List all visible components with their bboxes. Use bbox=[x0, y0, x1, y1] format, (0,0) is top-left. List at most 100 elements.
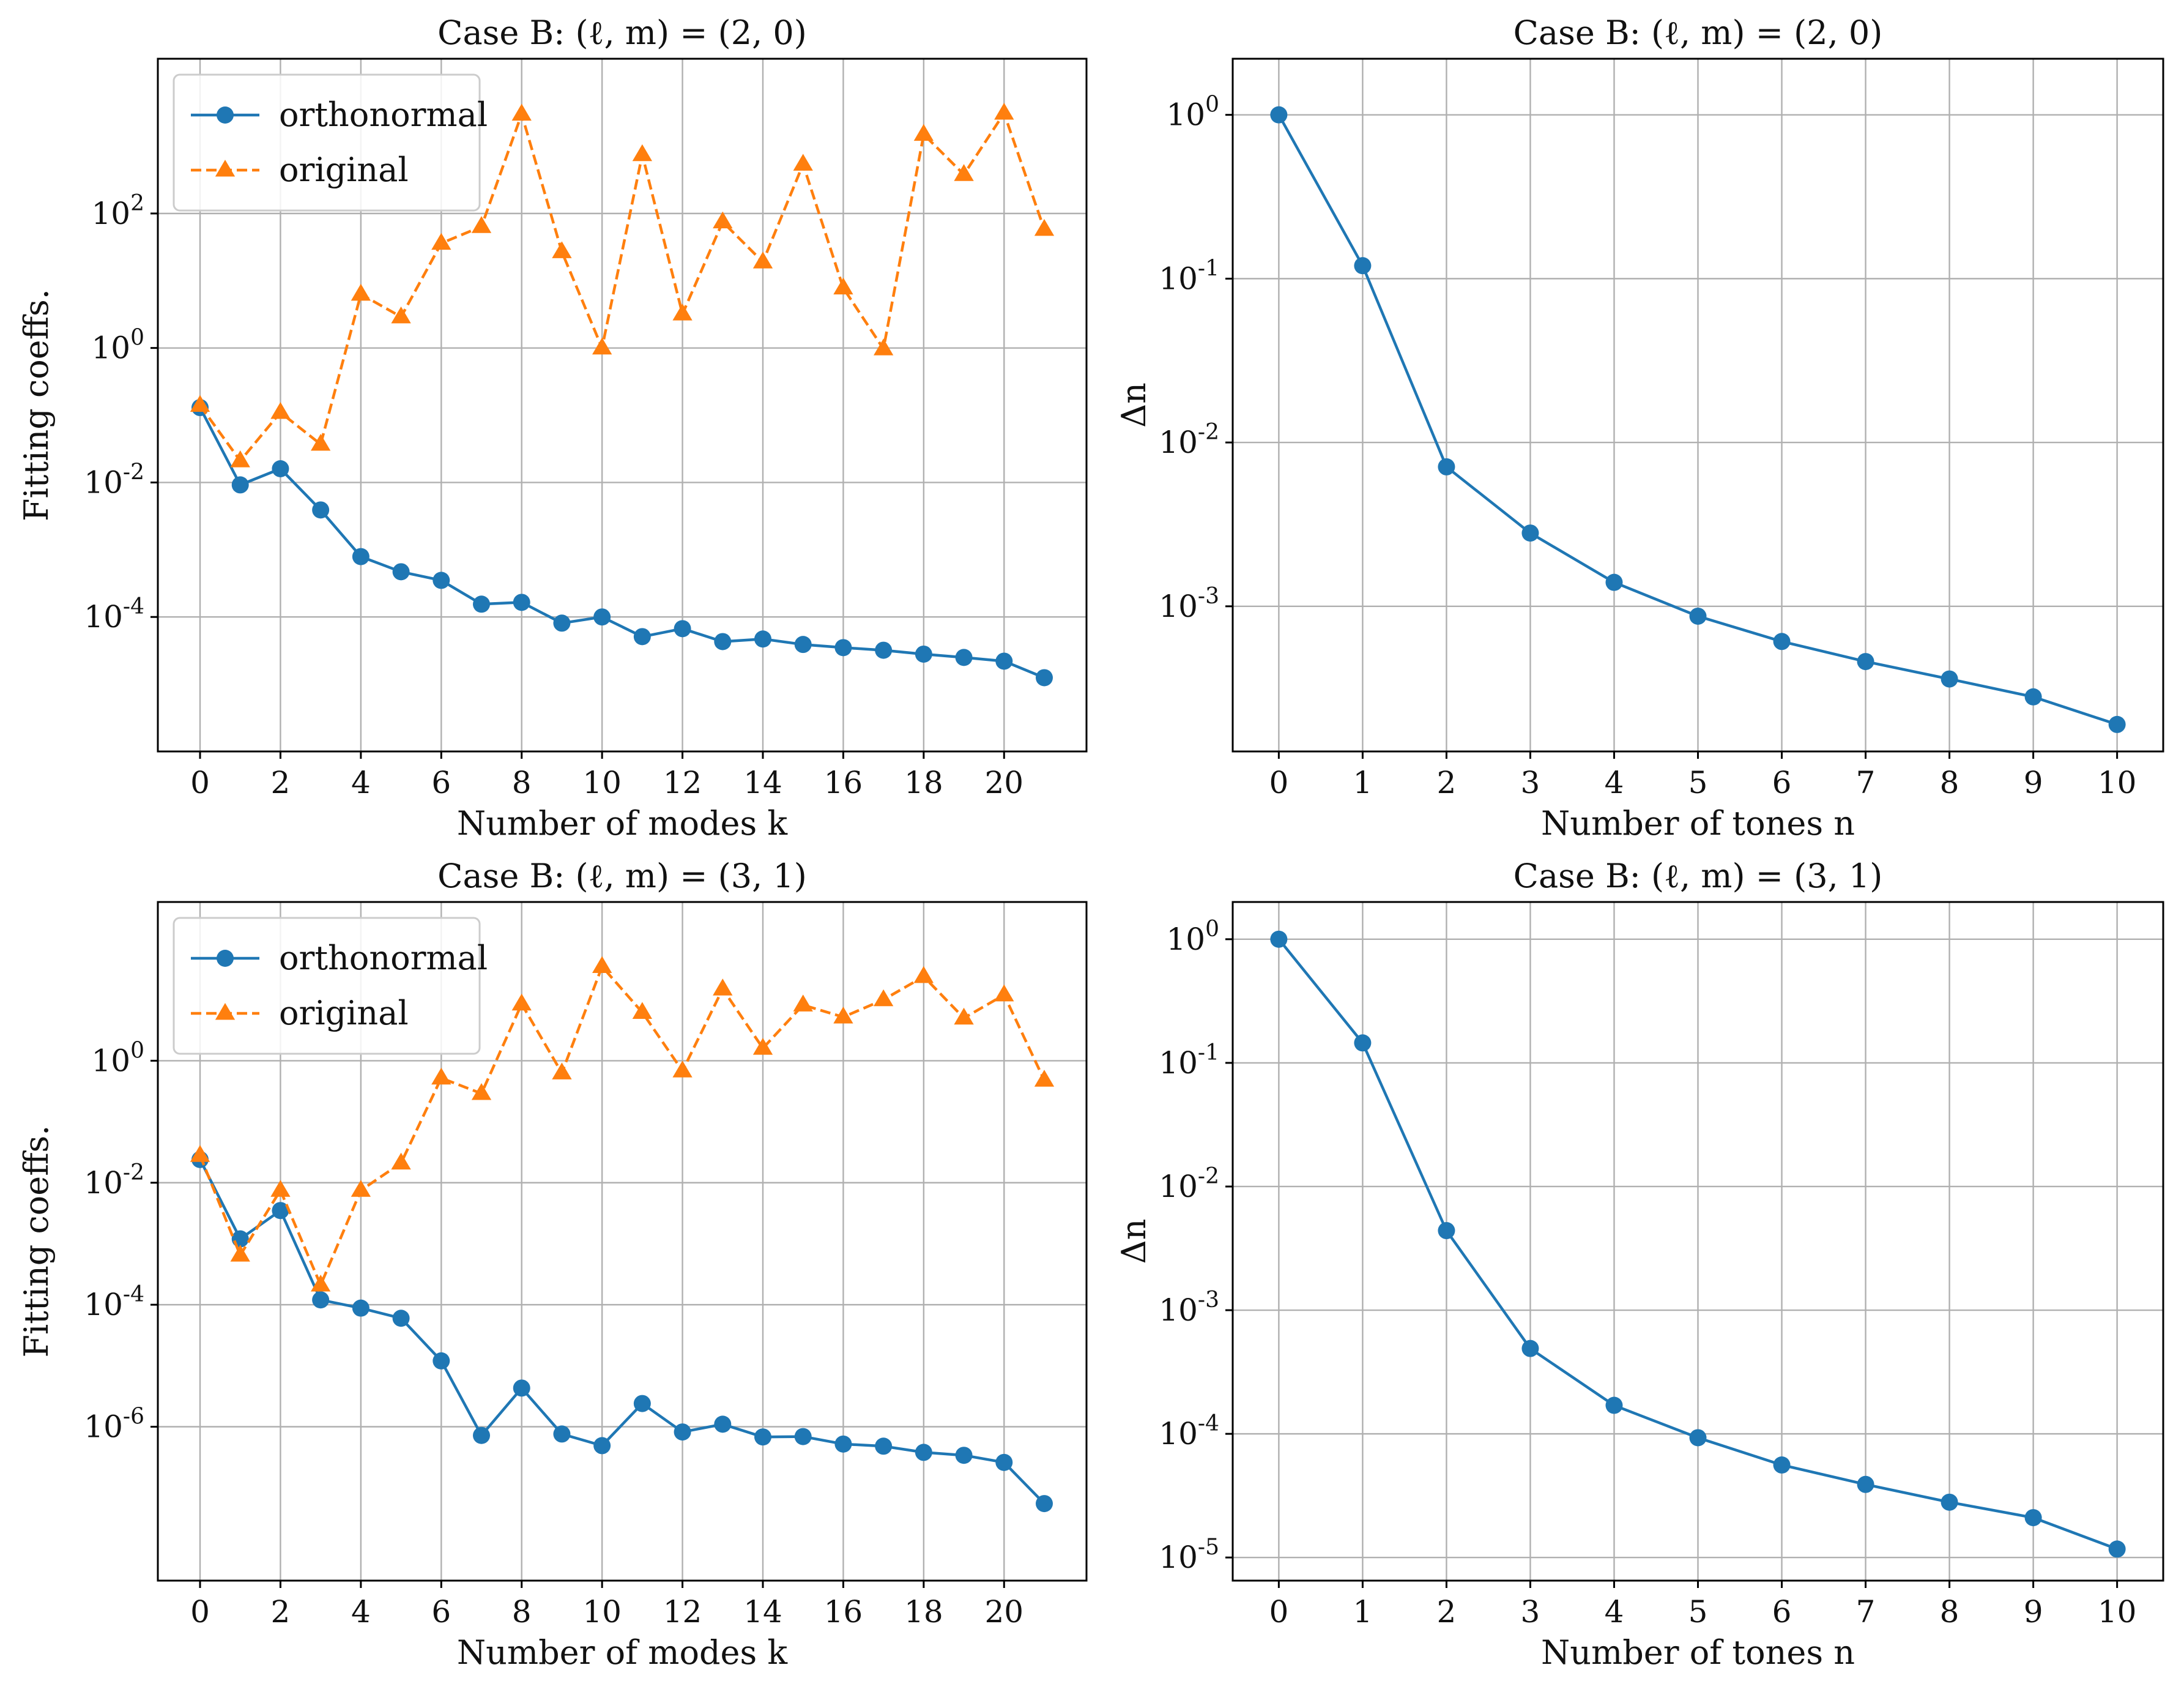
x-tick-label: 0 bbox=[1269, 1594, 1288, 1630]
data-point bbox=[633, 1395, 651, 1412]
data-point bbox=[392, 563, 410, 581]
data-point bbox=[1034, 218, 1055, 236]
chart-panel-2: 0 1 2 3 4 5 6 7 8 9 10 10-3 10-2 10-1 100 Case B: (ℓ, m… bbox=[1115, 13, 2164, 843]
data-point bbox=[955, 1447, 973, 1464]
data-point bbox=[752, 252, 773, 269]
x-tick-label: 2 bbox=[1437, 1594, 1457, 1630]
y-tick-label: 100 bbox=[91, 1038, 144, 1078]
data-point bbox=[915, 645, 932, 663]
data-point bbox=[754, 1428, 771, 1446]
data-point bbox=[674, 620, 691, 638]
data-point bbox=[793, 994, 813, 1012]
data-point bbox=[351, 1180, 371, 1197]
data-point bbox=[1941, 1493, 1958, 1511]
data-point bbox=[1438, 1222, 1455, 1240]
data-point bbox=[1857, 1475, 1874, 1493]
x-tick-label: 4 bbox=[351, 1594, 371, 1630]
data-point bbox=[674, 1423, 691, 1441]
series-line bbox=[199, 406, 1045, 679]
data-point bbox=[875, 1437, 893, 1455]
y-tick-label: 102 bbox=[91, 191, 144, 231]
x-tick-label: 7 bbox=[1856, 765, 1876, 800]
data-point bbox=[955, 649, 973, 666]
x-tick-label: 2 bbox=[271, 1594, 291, 1630]
x-tick-label: 2 bbox=[271, 765, 291, 800]
x-tick-label: 10 bbox=[2098, 1594, 2137, 1630]
data-point bbox=[714, 633, 732, 650]
y-tick-label: 10-4 bbox=[1159, 1411, 1219, 1452]
data-point bbox=[351, 283, 371, 301]
x-tick-label: 7 bbox=[1856, 1594, 1876, 1630]
data-point bbox=[672, 1060, 693, 1078]
data-point bbox=[431, 233, 451, 250]
x-axis-label: Number of tones n bbox=[1541, 1633, 1855, 1672]
x-axis-label: Number of modes k bbox=[457, 804, 789, 843]
data-point bbox=[1036, 1495, 1053, 1513]
data-point bbox=[1270, 106, 1288, 124]
data-point bbox=[1689, 1429, 1707, 1447]
x-tick-label: 9 bbox=[2024, 765, 2043, 800]
data-point bbox=[473, 1426, 490, 1444]
data-point bbox=[552, 1062, 572, 1079]
data-point bbox=[954, 1007, 974, 1025]
data-point bbox=[2024, 1509, 2042, 1527]
legend-label: original bbox=[279, 994, 409, 1032]
x-tick-label: 0 bbox=[190, 765, 210, 800]
y-tick-label: 10-1 bbox=[1159, 1040, 1219, 1081]
x-tick-label: 12 bbox=[663, 1594, 702, 1630]
x-tick-label: 10 bbox=[582, 765, 622, 800]
y-tick-label: 10-2 bbox=[1159, 1164, 1219, 1204]
x-tick-label: 10 bbox=[582, 1594, 622, 1630]
x-tick-label: 0 bbox=[190, 1594, 210, 1630]
legend-marker bbox=[217, 950, 234, 967]
y-axis-label: Fitting coeffs. bbox=[17, 1125, 56, 1358]
data-point bbox=[1605, 573, 1623, 591]
data-point bbox=[352, 548, 370, 565]
y-axis-label: Δn bbox=[1115, 382, 1153, 428]
data-point bbox=[272, 1202, 289, 1220]
x-tick-label: 1 bbox=[1353, 765, 1372, 800]
x-tick-label: 5 bbox=[1688, 1594, 1708, 1630]
data-point bbox=[1438, 458, 1455, 475]
data-point bbox=[915, 1444, 932, 1461]
data-point bbox=[2108, 715, 2126, 733]
data-point bbox=[272, 460, 289, 478]
legend: orthonormal original bbox=[173, 73, 488, 212]
data-point bbox=[471, 1083, 492, 1100]
y-tick-label: 10-3 bbox=[1159, 1288, 1219, 1328]
data-point bbox=[1605, 1396, 1623, 1414]
data-point bbox=[1034, 1070, 1055, 1087]
chart-title: Case B: (ℓ, m) = (2, 0) bbox=[1514, 13, 1883, 52]
grid bbox=[1233, 902, 2163, 1581]
x-tick-label: 1 bbox=[1353, 1594, 1372, 1630]
series-line bbox=[198, 1158, 1046, 1505]
data-point bbox=[513, 1379, 530, 1397]
data-point bbox=[471, 216, 492, 233]
plot-frame bbox=[157, 901, 1088, 1582]
data-point bbox=[713, 978, 733, 996]
x-tick-label: 4 bbox=[1605, 765, 1624, 800]
x-tick-label: 2 bbox=[1437, 765, 1457, 800]
data-point bbox=[752, 1038, 773, 1055]
data-point bbox=[1521, 1340, 1539, 1357]
x-tick-label: 3 bbox=[1521, 1594, 1540, 1630]
data-point bbox=[954, 164, 974, 181]
x-tick-label: 3 bbox=[1521, 765, 1540, 800]
series-original bbox=[190, 956, 1055, 1292]
x-tick-label: 20 bbox=[984, 1594, 1023, 1630]
x-tick-label: 8 bbox=[1940, 765, 1959, 800]
y-tick-label: 10-2 bbox=[84, 1160, 144, 1201]
data-point bbox=[833, 1007, 853, 1024]
data-point bbox=[633, 628, 651, 646]
legend-box bbox=[173, 73, 481, 212]
chart-title: Case B: (ℓ, m) = (3, 1) bbox=[1514, 857, 1883, 895]
data-point bbox=[913, 124, 934, 141]
data-point bbox=[834, 1435, 852, 1453]
data-point bbox=[833, 277, 853, 295]
x-tick-label: 18 bbox=[904, 1594, 943, 1630]
data-point bbox=[1689, 607, 1707, 625]
legend-marker bbox=[215, 160, 236, 177]
y-tick-label: 10-4 bbox=[84, 594, 144, 635]
x-axis-label: Number of tones n bbox=[1541, 804, 1855, 843]
data-point bbox=[1857, 653, 1874, 671]
